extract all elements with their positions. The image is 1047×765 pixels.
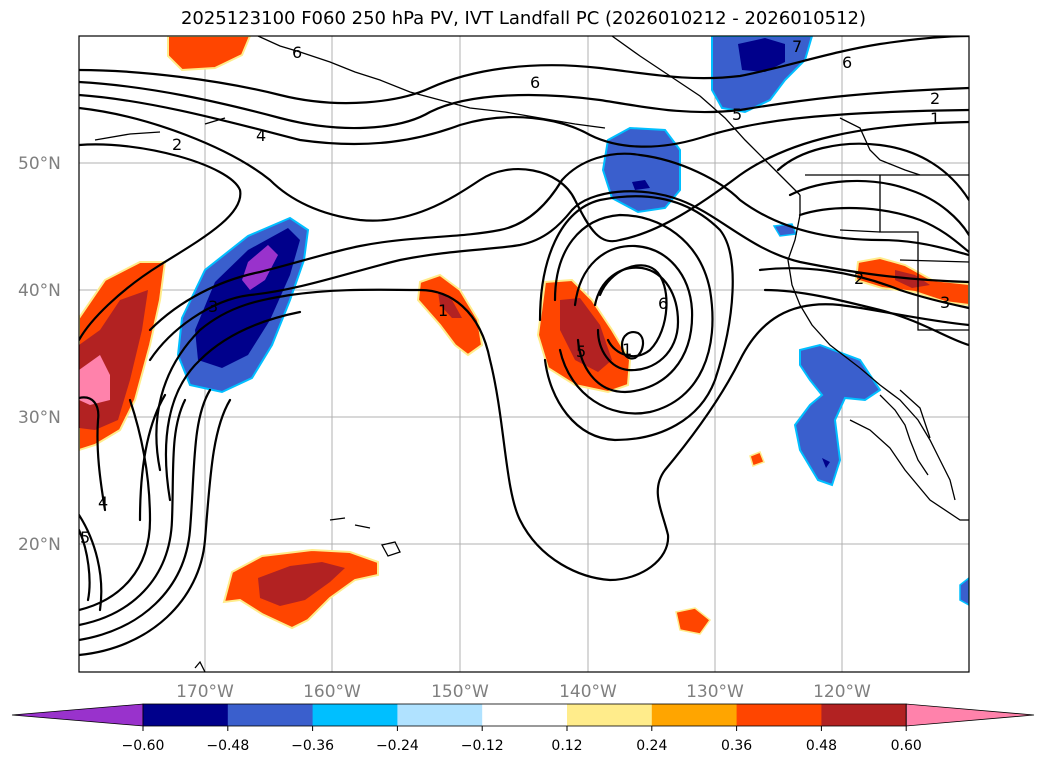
colorbar-tick-label: −0.60 [122, 738, 165, 754]
colorbar-tick-label: 0.60 [891, 738, 922, 754]
contour-label: 5 [80, 528, 90, 547]
lon-label: 150°W [431, 682, 489, 702]
colorbar-extend-low [11, 703, 144, 727]
lat-label: 50°N [18, 154, 61, 174]
colorbar-segment [227, 704, 314, 726]
colorbar-tick-label: 0.24 [636, 738, 667, 754]
contour-label: 6 [658, 294, 668, 313]
contour-label: 7 [792, 37, 802, 56]
map-frame [78, 35, 970, 673]
colorbar-tick-label: 0.48 [806, 738, 837, 754]
lat-label: 20°N [18, 535, 61, 555]
contour-label: 3 [208, 297, 218, 316]
pv-blob-alaska-panhandle [711, 36, 814, 114]
colorbar-tick-label: −0.12 [461, 738, 504, 754]
contour-label: 6 [292, 43, 302, 62]
colorbar: −0.60 −0.48 −0.36 −0.24 −0.12 0.12 0.24 0.36 0.4… [11, 703, 1035, 754]
contour-label: 2 [930, 89, 940, 108]
colorbar-tick-label: 0.12 [551, 738, 582, 754]
colorbar-segment [567, 704, 653, 726]
contour-label: 1 [930, 109, 940, 128]
colorbar-tick-label: 0.36 [721, 738, 752, 754]
contour-label: 4 [98, 493, 108, 512]
figure-title: 2025123100 F060 250 hPa PV, IVT Landfall… [180, 8, 867, 29]
colorbar-segment [651, 704, 738, 726]
latitude-labels: 50°N 40°N 30°N 20°N [18, 154, 61, 555]
contour-labels: 6 6 7 6 2 1 2 4 5 6 3 1 5 1 2 3 4 5 [80, 37, 950, 547]
lon-label: 160°W [303, 682, 361, 702]
colorbar-segment [143, 704, 229, 726]
lon-label: 170°W [176, 682, 234, 702]
contour-label: 1 [622, 340, 632, 359]
pv-blob-north [167, 36, 252, 72]
colorbar-segment [482, 704, 568, 726]
longitude-labels: 170°W 160°W 150°W 140°W 130°W 120°W [176, 682, 871, 702]
lat-label: 30°N [18, 408, 61, 428]
colorbar-segment [312, 704, 398, 726]
lon-label: 140°W [559, 682, 617, 702]
colorbar-tick-label: −0.36 [291, 738, 334, 754]
contour-label: 6 [530, 73, 540, 92]
contour-label: 3 [940, 293, 950, 312]
ivt-contours [79, 36, 969, 657]
contour-label: 6 [842, 53, 852, 72]
lon-label: 130°W [686, 682, 744, 702]
colorbar-extend-high [905, 703, 1035, 727]
colorbar-tick-label: −0.24 [376, 738, 419, 754]
contour-label: 5 [576, 342, 586, 361]
colorbar-frame [142, 703, 907, 727]
lat-label: 40°N [18, 281, 61, 301]
contour-label: 4 [256, 126, 266, 145]
pv-blob-baja [793, 343, 882, 487]
contour-label: 1 [438, 301, 448, 320]
lon-label: 120°W [813, 682, 871, 702]
contour-label: 2 [854, 269, 864, 288]
colorbar-segment [397, 704, 483, 726]
colorbar-segment [736, 704, 822, 726]
contour-label: 2 [172, 135, 182, 154]
contour-label: 5 [732, 105, 742, 124]
map-area: 6 6 7 6 2 1 2 4 5 6 3 1 5 1 2 3 4 5 [79, 36, 969, 672]
colorbar-segment [821, 704, 907, 726]
colorbar-tick-label: −0.48 [206, 738, 249, 754]
positive-pv-anomalies [79, 36, 969, 635]
